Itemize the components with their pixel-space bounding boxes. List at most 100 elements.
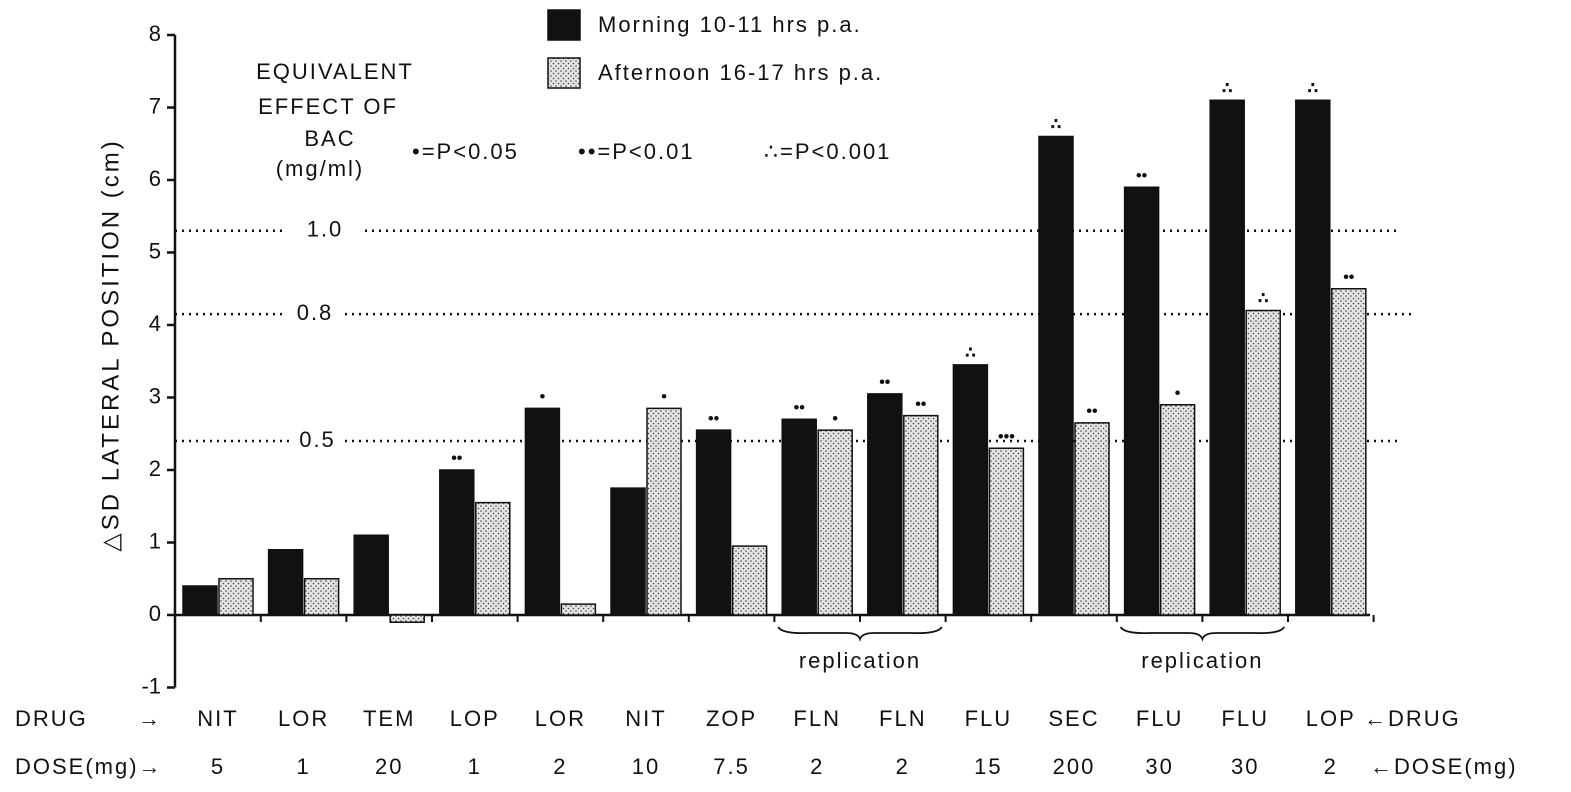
bar — [389, 614, 425, 623]
bar — [218, 578, 254, 616]
replication-brace — [777, 626, 943, 642]
dose-label: 10 — [632, 754, 660, 779]
drug-label: LOR — [278, 706, 329, 731]
dose-label: 15 — [974, 754, 1002, 779]
drug-row-label: ←DRUG — [1364, 706, 1461, 731]
bar — [1245, 309, 1281, 616]
significance-marker: ∴ — [1307, 80, 1318, 97]
bar — [988, 447, 1025, 616]
y-tick-label: 1 — [149, 528, 161, 553]
drug-label: LOR — [535, 706, 586, 731]
bar — [1159, 404, 1196, 616]
bac-label: 1.0 — [307, 217, 344, 242]
drug-label: TEM — [363, 706, 415, 731]
y-tick-label: 0 — [149, 601, 161, 626]
significance-marker: ∴ — [965, 345, 976, 362]
bar — [560, 603, 597, 616]
significance-key: ••=P<0.01 — [578, 139, 695, 164]
bar — [1123, 186, 1160, 616]
y-tick-label: 3 — [149, 383, 161, 408]
dose-label: 2 — [1324, 754, 1338, 779]
drug-label: FLN — [793, 706, 841, 731]
bac-title: EQUIVALENT — [256, 59, 414, 84]
dose-label: 2 — [810, 754, 824, 779]
bar — [1209, 99, 1245, 616]
bac-title: BAC — [304, 126, 355, 151]
dose-label: 7.5 — [713, 754, 750, 779]
significance-marker: •• — [794, 399, 806, 416]
significance-marker: • — [832, 410, 838, 427]
dose-label: 2 — [896, 754, 910, 779]
significance-marker: •• — [451, 450, 463, 467]
bar — [524, 407, 561, 616]
bar — [475, 501, 511, 616]
bar — [903, 414, 939, 616]
drug-label: FLU — [1136, 706, 1184, 731]
drug-row-arrow: → — [138, 706, 162, 731]
bar — [817, 429, 853, 616]
bar — [1331, 288, 1367, 616]
dose-label: 2 — [553, 754, 567, 779]
drug-label: ZOP — [706, 706, 757, 731]
legend-swatch — [547, 9, 581, 41]
drug-label: NIT — [197, 706, 238, 731]
bar — [952, 364, 989, 616]
dose-label: 20 — [375, 754, 403, 779]
dose-label: 5 — [211, 754, 225, 779]
legend-label: Afternoon 16-17 hrs p.a. — [598, 60, 883, 85]
significance-marker: •• — [1086, 403, 1098, 420]
bar — [267, 549, 304, 616]
dose-row-label: DOSE(mg)→ — [15, 754, 163, 779]
bac-title: (mg/ml) — [276, 156, 365, 181]
significance-marker: ∴ — [1258, 291, 1269, 308]
y-tick-label: -1 — [141, 673, 161, 698]
significance-marker: •• — [879, 374, 891, 391]
bar — [610, 487, 646, 616]
significance-marker: • — [1175, 385, 1181, 402]
y-tick-label: 4 — [149, 311, 161, 336]
y-tick-label: 7 — [149, 93, 161, 118]
drug-label: FLN — [879, 706, 927, 731]
drug-label: FLU — [965, 706, 1013, 731]
drug-label: LOP — [1306, 706, 1356, 731]
legend-label: Morning 10-11 hrs p.a. — [598, 12, 862, 37]
bar — [1295, 99, 1331, 616]
y-tick-label: 5 — [149, 238, 161, 263]
dose-row-label: ←DOSE(mg) — [1370, 754, 1518, 779]
replication-label: replication — [799, 648, 921, 673]
bar — [646, 407, 682, 616]
significance-marker: •• — [1343, 269, 1355, 286]
replication-label: replication — [1141, 648, 1263, 673]
significance-marker: • — [661, 389, 667, 406]
bac-title: EFFECT OF — [258, 94, 398, 119]
dose-label: 1 — [468, 754, 482, 779]
bar — [867, 393, 903, 616]
bar — [695, 429, 732, 616]
y-tick-label: 8 — [149, 21, 161, 46]
bar — [303, 578, 340, 616]
significance-marker: ∴ — [1050, 117, 1061, 134]
dose-label: 30 — [1145, 754, 1173, 779]
significance-marker: •• — [1136, 167, 1148, 184]
y-tick-label: 2 — [149, 456, 161, 481]
significance-marker: ••• — [998, 428, 1015, 445]
replication-brace — [1119, 626, 1285, 642]
significance-marker: • — [540, 389, 546, 406]
drug-row-label: DRUG — [15, 706, 88, 731]
y-tick-label: 6 — [149, 166, 161, 191]
significance-marker: ∴ — [1222, 80, 1233, 97]
bar — [353, 534, 389, 616]
legend-swatch — [547, 57, 581, 89]
bar — [1074, 422, 1110, 616]
y-axis-label: △SD LATERAL POSITION (cm) — [97, 138, 124, 552]
drug-label: NIT — [625, 706, 666, 731]
dose-label: 30 — [1231, 754, 1259, 779]
drug-label: SEC — [1048, 706, 1099, 731]
significance-key: •=P<0.05 — [412, 139, 519, 164]
bac-label: 0.5 — [299, 427, 336, 452]
bar — [439, 469, 475, 616]
bar — [781, 418, 817, 616]
dose-label: 1 — [296, 754, 310, 779]
significance-key: ∴=P<0.001 — [764, 139, 891, 164]
